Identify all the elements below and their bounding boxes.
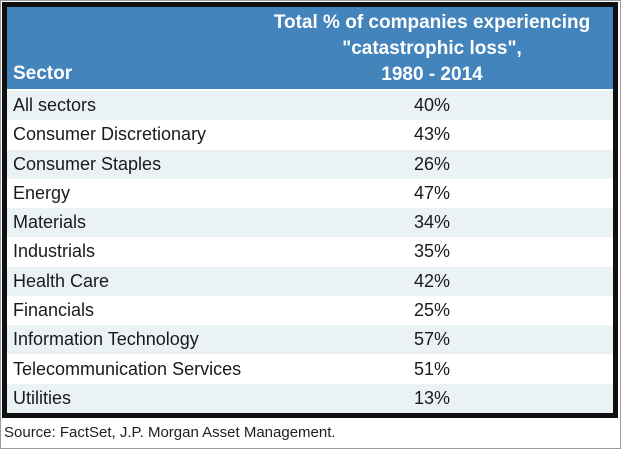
value-cell: 40% (413, 95, 451, 116)
sector-cell: Energy (13, 182, 71, 203)
sector-cell: Industrials (13, 241, 96, 262)
sector-cell: Consumer Staples (13, 153, 162, 174)
value-cell: 57% (413, 329, 451, 350)
value-cell: 35% (413, 241, 451, 262)
sector-cell: Information Technology (13, 329, 199, 350)
table-row: Information Technology 57% (7, 325, 613, 355)
header-title-line1: Total % of companies experiencing (273, 12, 591, 33)
table-row: Materials 34% (7, 208, 613, 238)
value-cell: 26% (413, 153, 451, 174)
sector-cell: Utilities (13, 387, 72, 408)
table-row: Consumer Discretionary 43% (7, 120, 613, 150)
table-row: Health Care 42% (7, 266, 613, 296)
sector-cell: Financials (13, 299, 95, 320)
header-title-line2: "catastrophic loss", (342, 38, 522, 59)
table-row: Energy 47% (7, 178, 613, 209)
value-cell: 43% (413, 124, 451, 145)
sector-cell: Consumer Discretionary (13, 124, 207, 145)
sector-cell: Materials (13, 212, 87, 233)
table-row: Financials 25% (7, 295, 613, 326)
table-row: Industrials 35% (7, 237, 613, 267)
source-note: Source: FactSet, J.P. Morgan Asset Manag… (4, 424, 336, 441)
table-row: Utilities 13% (7, 383, 613, 413)
table-row: All sectors 40% (7, 91, 613, 121)
header-sector-label: Sector (13, 63, 73, 84)
header-title-line3: 1980 - 2014 (381, 64, 483, 85)
value-cell: 25% (413, 299, 451, 320)
catastrophic-loss-table: Sector Total % of companies experiencing… (2, 2, 618, 418)
table-header-row: Sector Total % of companies experiencing… (7, 7, 613, 91)
value-cell: 42% (413, 270, 451, 291)
table-row: Telecommunication Services 51% (7, 354, 613, 384)
sector-cell: Telecommunication Services (13, 358, 242, 379)
sector-cell: Health Care (13, 270, 110, 291)
value-cell: 13% (413, 387, 451, 408)
value-cell: 34% (413, 212, 451, 233)
value-cell: 51% (413, 358, 451, 379)
sector-cell: All sectors (13, 95, 97, 116)
value-cell: 47% (413, 182, 451, 203)
header-title: Total % of companies experiencing "catas… (251, 7, 613, 89)
table-body: All sectors 40% Consumer Discretionary 4… (7, 91, 613, 413)
table-row: Consumer Staples 26% (7, 149, 613, 179)
